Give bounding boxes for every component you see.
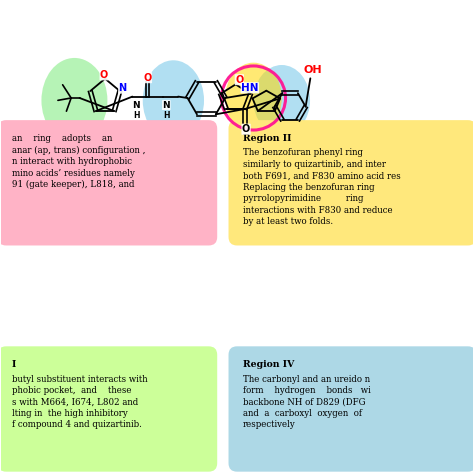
Text: butyl substituent interacts with
phobic pocket,  and    these
s with M664, I674,: butyl substituent interacts with phobic … [12, 374, 147, 429]
FancyBboxPatch shape [228, 346, 474, 472]
Text: O: O [143, 73, 152, 83]
Text: O: O [100, 70, 108, 80]
Text: The carbonyl and an ureido n
form    hydrogen    bonds   wi
backbone NH of D829 : The carbonyl and an ureido n form hydrog… [243, 374, 370, 429]
Ellipse shape [143, 60, 204, 140]
Text: The benzofuran phenyl ring
similarly to quizartinib, and inter
both F691, and F8: The benzofuran phenyl ring similarly to … [243, 148, 401, 226]
Text: N: N [132, 100, 140, 109]
FancyBboxPatch shape [228, 120, 474, 246]
FancyBboxPatch shape [0, 346, 217, 472]
Text: N: N [118, 83, 127, 93]
Ellipse shape [41, 58, 108, 143]
Text: HN: HN [241, 83, 259, 93]
Text: O: O [235, 75, 244, 85]
Ellipse shape [225, 63, 282, 133]
Text: I: I [12, 360, 16, 369]
Text: OH: OH [303, 65, 322, 75]
Text: Region IV: Region IV [243, 360, 294, 369]
Text: Region II: Region II [243, 134, 291, 143]
Text: H: H [133, 111, 139, 120]
Text: O: O [242, 124, 250, 134]
Text: H: H [163, 111, 170, 120]
Ellipse shape [254, 65, 310, 136]
Text: N: N [163, 100, 170, 109]
Text: an    ring    adopts    an
anar (ap, trans) configuration ,
n interact with hydr: an ring adopts an anar (ap, trans) confi… [12, 134, 145, 190]
FancyBboxPatch shape [0, 120, 217, 246]
